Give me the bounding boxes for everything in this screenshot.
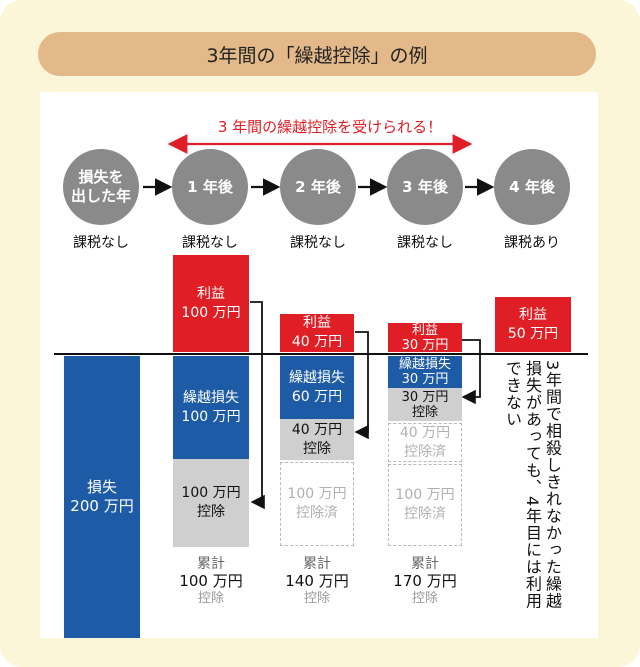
- carryover-banner: 3 年間の繰越控除を受けられる！: [217, 118, 443, 136]
- deduction-bar-year-1: 100 万円 控除: [173, 459, 249, 547]
- cumulative-total-year-3: 累計 170 万円 控除: [380, 556, 470, 607]
- step-circle-year-4: 4 年後: [494, 149, 570, 225]
- total-label: 累計: [197, 556, 225, 572]
- loss-bar: 損失 200 万円: [64, 356, 140, 638]
- deduct-arrow-y2: [354, 331, 369, 440]
- tax-status: 課税あり: [504, 235, 560, 251]
- total-label: 累計: [411, 556, 439, 572]
- tax-status: 課税なし: [290, 235, 346, 251]
- carryover-bar-year-1: 繰越損失 100 万円: [173, 356, 249, 459]
- deducted-bar-year-3b: 100 万円 控除済: [388, 464, 462, 546]
- deducted-bar-year-3a: 40 万円 控除済: [388, 423, 462, 462]
- total-amount: 140 万円: [285, 572, 349, 590]
- step-circle-year-2: 2 年後: [280, 149, 356, 225]
- step-circle-year-3: 3 年後: [387, 149, 463, 225]
- step-circle-loss-year: 損失を 出した年: [63, 149, 139, 225]
- cumulative-total-year-1: 累計 100 万円 控除: [166, 556, 256, 607]
- profit-bar-year-1: 利益 100 万円: [173, 255, 249, 352]
- deduction-bar-year-3: 30 万円 控除: [388, 388, 462, 421]
- deducted-bar-year-2: 100 万円 控除済: [280, 462, 354, 546]
- total-amount: 100 万円: [179, 572, 243, 590]
- tax-status: 課税なし: [73, 235, 129, 251]
- profit-bar-year-2: 利益 40 万円: [280, 314, 354, 352]
- total-label: 累計: [303, 556, 331, 572]
- profit-bar-year-4: 利益 50 万円: [495, 297, 571, 352]
- tax-status: 課税なし: [397, 235, 453, 251]
- total-sub: 控除: [303, 591, 330, 606]
- total-amount: 170 万円: [393, 572, 457, 590]
- profit-bar-year-3: 利益 30 万円: [388, 323, 462, 353]
- cumulative-total-year-2: 累計 140 万円 控除: [272, 556, 362, 607]
- step-circle-year-1: 1 年後: [172, 149, 248, 225]
- deduct-arrow-y1: [250, 301, 265, 510]
- carryover-bar-year-3: 繰越損失 30 万円: [388, 356, 462, 388]
- connectors: [54, 134, 588, 510]
- year-4-note: 3年間で相殺しきれなかった繰越損失があっても、4年目には利用できない: [503, 360, 562, 610]
- total-sub: 控除: [411, 591, 438, 606]
- carryover-bar-year-2: 繰越損失 60 万円: [280, 356, 354, 419]
- total-sub: 控除: [197, 591, 224, 606]
- diagram-title: 3年間の「繰越控除」の例: [38, 32, 596, 76]
- diagram-panel: 3 年間の繰越控除を受けられる！ 損失を 出した年 1 年後 2 年後 3 年後…: [40, 92, 598, 638]
- deduction-bar-year-2: 40 万円 控除: [280, 419, 354, 460]
- deduct-arrow-y3: [461, 339, 481, 405]
- tax-status: 課税なし: [182, 235, 238, 251]
